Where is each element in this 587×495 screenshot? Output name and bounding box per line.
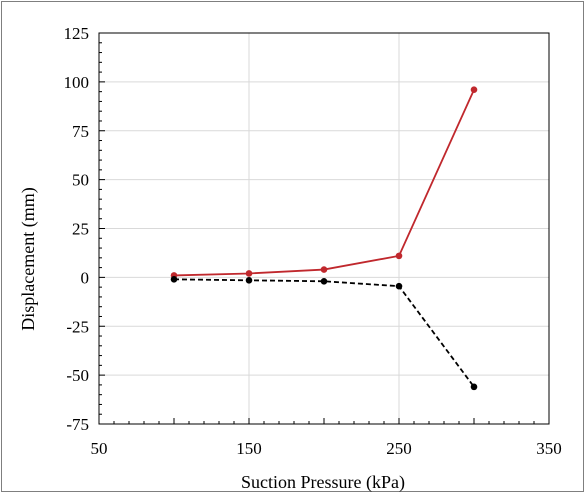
solid-series-line: [173, 89, 475, 277]
y-tick-label: 125: [64, 24, 90, 43]
solid-series-point: [245, 270, 253, 277]
solid-series-point: [320, 266, 328, 273]
dashed-series-line: [173, 278, 475, 388]
x-tick-label: 250: [386, 439, 412, 458]
y-tick-label: 50: [72, 171, 89, 190]
y-tick-label: 75: [72, 122, 89, 141]
dashed-series-point: [320, 277, 328, 285]
dashed-series-point: [470, 383, 478, 391]
x-tick-label: 50: [91, 439, 108, 458]
axes: [98, 32, 550, 425]
series-lines: [173, 89, 475, 388]
y-axis-title: Displacement (mm): [18, 187, 39, 330]
series-points: [170, 86, 478, 391]
y-tick-label: -25: [66, 317, 89, 336]
y-tick-label: 0: [81, 268, 90, 287]
dashed-series-point: [245, 277, 253, 284]
solid-series-point: [395, 252, 403, 260]
x-axis-title: Suction Pressure (kPa): [241, 472, 405, 493]
solid-series-point: [470, 86, 478, 93]
x-tick-label: 350: [536, 439, 562, 458]
y-tick-label: -50: [66, 366, 89, 385]
y-tick-label: -75: [66, 415, 89, 434]
y-tick-label: 25: [72, 220, 89, 239]
gridlines: [99, 33, 549, 424]
dashed-series-point: [395, 282, 403, 290]
x-tick-label: 150: [236, 439, 262, 458]
dashed-series-point: [170, 276, 178, 283]
tick-labels: -75 -50 -25 0 25 50 75 100 125 50 150 250 350: [64, 24, 562, 458]
y-tick-label: 100: [64, 73, 90, 92]
